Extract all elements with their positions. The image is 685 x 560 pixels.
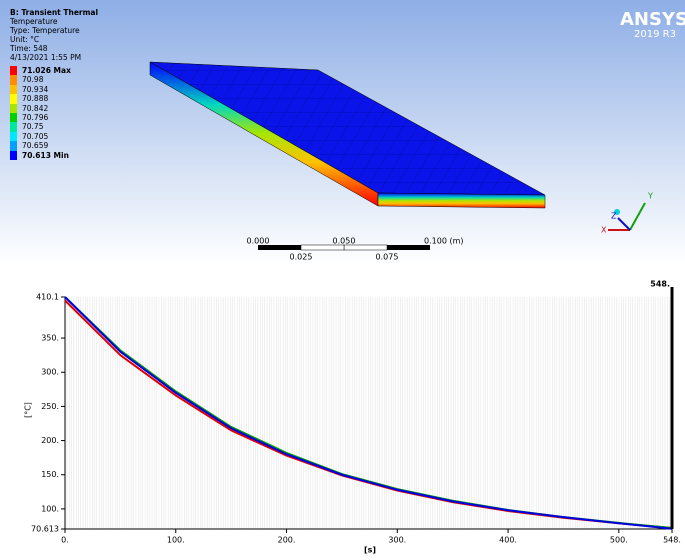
y-tick-label: 300. <box>41 368 59 377</box>
model-view: 0.000 0.050 0.100 (m) 0.025 0.075 Y Z X <box>149 61 653 262</box>
legend-label: 70.842 <box>22 103 49 113</box>
x-tick-label: 100. <box>167 536 185 545</box>
y-tick-label: 100. <box>41 504 59 513</box>
legend-swatch <box>10 131 17 142</box>
y-axis-title: [°C] <box>24 402 33 418</box>
x-tick-label: 548. <box>663 536 681 545</box>
viewport: B: Transient Thermal Temperature Type: Tem… <box>0 0 685 265</box>
legend-label: 70.659 <box>22 141 49 151</box>
legend-swatch <box>10 141 17 151</box>
legend-label: 70.75 <box>22 122 44 132</box>
x-tick-label: 300. <box>388 536 406 545</box>
info-line: Unit: °C <box>10 35 40 44</box>
info-line: 4/13/2021 1:55 PM <box>10 53 82 62</box>
info-line: Time: 548 <box>10 44 48 53</box>
plate-front <box>377 192 546 209</box>
y-tick-label: 410.1 <box>36 293 59 302</box>
chart: [°C] [s] 70.613 100. 150. 200. 250. 300. 350. 4… <box>24 280 681 555</box>
logo-version: 2019 R3 <box>634 29 676 40</box>
triad-label: Z <box>611 212 617 221</box>
legend-swatch <box>10 66 17 76</box>
legend-label: 70.888 <box>22 94 49 104</box>
plot-area <box>65 297 672 529</box>
triad-axis <box>629 202 646 231</box>
legend-swatch <box>10 112 17 123</box>
legend-label: 70.705 <box>22 131 49 141</box>
scale-label: 0.025 <box>290 253 313 262</box>
legend-swatch <box>10 150 17 160</box>
triad-axis <box>617 217 631 231</box>
legend-label: 71.026 Max <box>22 66 71 75</box>
scale-bar <box>387 245 430 250</box>
info-line: Type: Temperature <box>10 26 80 35</box>
triad-label: Y <box>647 192 653 201</box>
x-tick-label: 200. <box>278 536 296 545</box>
legend-swatch <box>10 122 17 132</box>
plate-top <box>149 61 546 196</box>
scale-label: 0.075 <box>376 253 399 262</box>
info-line: Temperature <box>10 17 58 26</box>
scale-label: 0.050 <box>333 237 356 246</box>
legend-swatch <box>10 94 17 104</box>
triad-label: X <box>601 226 607 235</box>
result-info: B: Transient Thermal Temperature Type: Tem… <box>10 8 98 62</box>
triad-iso <box>614 209 620 215</box>
legend-label: 70.934 <box>22 84 49 94</box>
y-tick-label: 350. <box>41 334 59 343</box>
y-tick-label: 200. <box>41 436 59 445</box>
scale-label: 0.100 (m) <box>424 237 463 246</box>
scale-bar <box>300 244 345 251</box>
x-tick-label: 500. <box>610 536 628 545</box>
y-tick-label: 150. <box>41 470 59 479</box>
scale-bar <box>343 244 388 251</box>
x-tick-label: 0. <box>61 536 69 545</box>
x-tick-label: 400. <box>499 536 517 545</box>
info-line: B: Transient Thermal <box>10 8 99 17</box>
legend-label: 70.613 Min <box>22 150 69 160</box>
logo: ANSYS <box>620 9 685 30</box>
legend-label: 70.796 <box>22 112 49 122</box>
legend-swatch <box>10 103 17 113</box>
legend-swatch <box>10 84 17 95</box>
scale-label: 0.000 <box>247 237 270 246</box>
x-axis-title: [s] <box>364 546 376 555</box>
series-line <box>64 296 673 530</box>
y-tick-label: 250. <box>41 402 59 411</box>
cursor-label: 548. <box>650 280 670 289</box>
y-tick-label: 70.613 <box>31 525 59 534</box>
legend-swatch <box>10 75 17 85</box>
legend-label: 70.98 <box>22 75 44 85</box>
